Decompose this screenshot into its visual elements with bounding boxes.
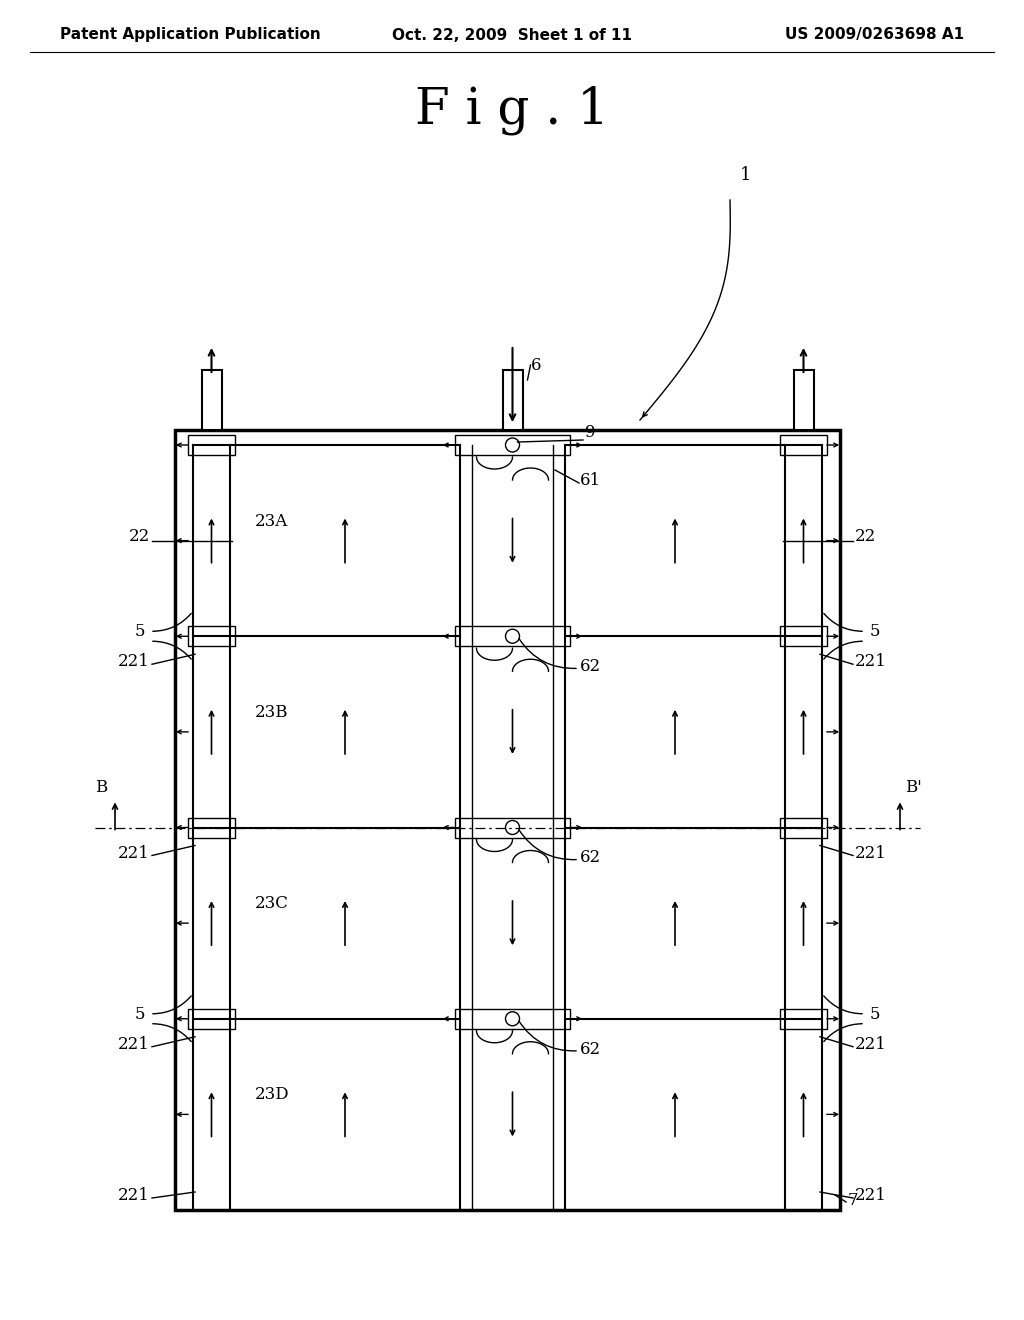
Text: 9: 9 bbox=[585, 424, 596, 441]
Text: 23A: 23A bbox=[255, 512, 288, 529]
Bar bbox=[503, 370, 522, 430]
Text: 5: 5 bbox=[870, 623, 881, 640]
Text: 221: 221 bbox=[855, 845, 887, 862]
Bar bbox=[455, 436, 570, 455]
Bar bbox=[794, 370, 813, 430]
Text: 23D: 23D bbox=[255, 1086, 290, 1104]
Bar bbox=[188, 626, 234, 647]
Text: 221: 221 bbox=[118, 1036, 150, 1053]
Text: B': B' bbox=[905, 779, 922, 796]
Text: 6: 6 bbox=[530, 356, 541, 374]
Text: 221: 221 bbox=[118, 1187, 150, 1204]
Text: 7: 7 bbox=[848, 1192, 859, 1209]
Text: 5: 5 bbox=[134, 1006, 145, 1023]
Text: 221: 221 bbox=[855, 1036, 887, 1053]
Text: 221: 221 bbox=[855, 1187, 887, 1204]
Text: 221: 221 bbox=[855, 653, 887, 671]
Bar bbox=[455, 626, 570, 647]
Text: 22: 22 bbox=[855, 528, 877, 545]
Bar bbox=[188, 817, 234, 837]
Text: 23B: 23B bbox=[255, 704, 289, 721]
Bar bbox=[455, 817, 570, 837]
Bar bbox=[202, 370, 221, 430]
Text: 221: 221 bbox=[118, 845, 150, 862]
Text: 22: 22 bbox=[129, 528, 150, 545]
Text: Patent Application Publication: Patent Application Publication bbox=[60, 28, 321, 42]
Text: 1: 1 bbox=[740, 166, 752, 183]
Text: 5: 5 bbox=[134, 623, 145, 640]
Text: US 2009/0263698 A1: US 2009/0263698 A1 bbox=[784, 28, 964, 42]
Text: Oct. 22, 2009  Sheet 1 of 11: Oct. 22, 2009 Sheet 1 of 11 bbox=[392, 28, 632, 42]
Circle shape bbox=[506, 1011, 519, 1026]
Bar bbox=[175, 430, 840, 1210]
Text: 61: 61 bbox=[580, 473, 601, 488]
Bar bbox=[780, 436, 827, 455]
Text: F i g . 1: F i g . 1 bbox=[415, 86, 609, 135]
Bar bbox=[780, 1008, 827, 1028]
Text: 62: 62 bbox=[580, 659, 601, 676]
Bar bbox=[188, 436, 234, 455]
Circle shape bbox=[506, 438, 519, 451]
Circle shape bbox=[506, 821, 519, 834]
Text: 221: 221 bbox=[118, 653, 150, 671]
Bar bbox=[780, 817, 827, 837]
Bar bbox=[188, 1008, 234, 1028]
Text: 23C: 23C bbox=[255, 895, 289, 912]
Text: B: B bbox=[95, 779, 106, 796]
Bar bbox=[780, 626, 827, 647]
Text: 62: 62 bbox=[580, 1040, 601, 1057]
Bar bbox=[455, 1008, 570, 1028]
Circle shape bbox=[506, 630, 519, 643]
Text: 62: 62 bbox=[580, 850, 601, 866]
Text: 5: 5 bbox=[870, 1006, 881, 1023]
